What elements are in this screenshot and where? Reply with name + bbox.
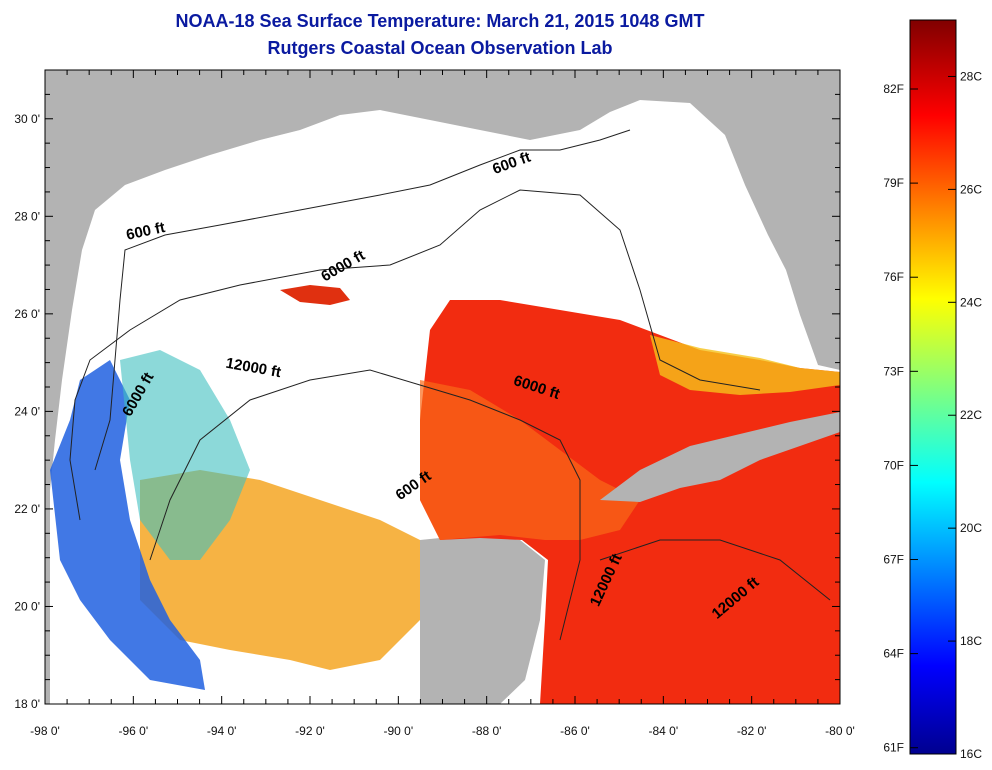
y-tick-label: 24 0' [14,404,40,418]
map-title: NOAA-18 Sea Surface Temperature: March 2… [175,11,705,31]
contour-6000ft [69,189,761,521]
contour-12000ft [149,369,581,641]
colorbar-c-label: 16C [960,747,982,761]
colorbar [909,19,957,755]
colorbar-f-label: 82F [883,82,904,96]
x-tick-label: -80 0' [825,724,855,738]
y-axis-labels: 18 0' 20 0' 22 0' 24 0' 26 0' 28 0' 30 0' [14,112,40,711]
y-tick-label: 28 0' [14,209,40,223]
colorbar-f-label: 67F [883,553,904,567]
y-tick-label: 18 0' [14,697,40,711]
colorbar-celsius-labels: 28C 26C 24C 22C 20C 18C 16C [960,69,982,761]
map-subtitle: Rutgers Coastal Ocean Observation Lab [267,38,613,58]
colorbar-fahrenheit-labels: 82F 79F 76F 73F 70F 67F 64F 61F [883,82,904,755]
colorbar-f-label: 76F [883,270,904,284]
colorbar-f-label: 73F [883,364,904,378]
colorbar-f-label: 70F [883,458,904,472]
x-tick-label: -86 0' [560,724,590,738]
colorbar-ticks [910,75,956,755]
x-tick-label: -90 0' [384,724,414,738]
y-tick-label: 20 0' [14,599,40,613]
sst-west-cold [50,360,205,690]
x-tick-label: -82 0' [737,724,767,738]
x-tick-label: -88 0' [472,724,502,738]
sst-orange-east [420,380,640,540]
y-tick-label: 30 0' [14,112,40,126]
colorbar-f-label: 79F [883,176,904,190]
colorbar-c-label: 24C [960,295,982,309]
x-tick-label: -92 0' [295,724,325,738]
colorbar-c-label: 26C [960,182,982,196]
x-tick-label: -94 0' [207,724,237,738]
x-axis-labels: -98 0' -96 0' -94 0' -92 0' -90 0' -88 0' -86 … [30,724,855,738]
y-tick-label: 26 0' [14,307,40,321]
x-tick-label: -96 0' [119,724,149,738]
x-tick-label: -84 0' [649,724,679,738]
contour-12000ft-east [599,539,831,601]
colorbar-f-label: 61F [883,741,904,755]
map-ticks [44,69,841,705]
y-tick-label: 22 0' [14,502,40,516]
colorbar-c-label: 22C [960,408,982,422]
colorbar-c-label: 20C [960,521,982,535]
sst-north-red-patch [280,285,350,305]
yucatan-land [420,535,545,704]
colorbar-c-label: 28C [960,69,982,83]
sst-west-teal [120,350,250,560]
x-tick-label: -98 0' [30,724,60,738]
colorbar-c-label: 18C [960,634,982,648]
sst-yellow-shelf [650,335,840,395]
cuba-land-2 [600,412,840,502]
colorbar-f-label: 64F [883,647,904,661]
